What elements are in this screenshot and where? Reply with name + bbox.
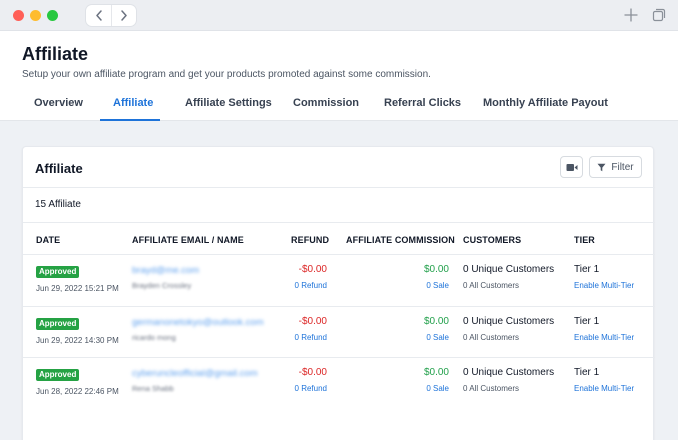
divider bbox=[23, 222, 655, 223]
forward-button[interactable] bbox=[111, 5, 136, 26]
tab-overview[interactable]: Overview bbox=[34, 97, 83, 109]
table-row: Approved Jun 29, 2022 14:30 PM germanone… bbox=[23, 307, 655, 358]
table-row: Approved Jun 28, 2022 22:46 PM cyberuncl… bbox=[23, 358, 655, 409]
row-date: Jun 29, 2022 14:30 PM bbox=[36, 336, 119, 345]
new-tab-button[interactable] bbox=[623, 7, 639, 23]
affiliate-name: ricardo mong bbox=[132, 333, 176, 342]
page-header: Affiliate Setup your own affiliate progr… bbox=[0, 31, 678, 121]
sale-link[interactable]: 0 Sale bbox=[426, 333, 449, 342]
history-nav bbox=[86, 5, 136, 26]
row-date: Jun 28, 2022 22:46 PM bbox=[36, 387, 119, 396]
refund-link[interactable]: 0 Refund bbox=[294, 333, 327, 342]
commission-amount: $0.00 bbox=[423, 367, 449, 378]
column-header-email-name: AFFILIATE EMAIL / NAME bbox=[132, 235, 244, 245]
enable-multi-tier-link[interactable]: Enable Multi-Tier bbox=[574, 384, 635, 393]
tab-commission[interactable]: Commission bbox=[293, 97, 360, 109]
chevron-right-icon bbox=[121, 10, 127, 21]
tabs-icon bbox=[652, 8, 666, 22]
commission-amount: $0.00 bbox=[423, 264, 449, 275]
status-badge: Approved bbox=[36, 318, 80, 330]
column-header-commission: AFFILIATE COMMISSION bbox=[346, 235, 455, 245]
page-title: Affiliate bbox=[22, 44, 89, 64]
refund-amount: -$0.00 bbox=[298, 316, 327, 327]
row-date: Jun 29, 2022 15:21 PM bbox=[36, 284, 119, 293]
filter-button[interactable]: Filter bbox=[589, 156, 642, 178]
chevron-left-icon bbox=[95, 10, 102, 21]
unique-customers: 0 Unique Customers bbox=[463, 316, 555, 327]
status-badge: Approved bbox=[36, 369, 80, 381]
unique-customers: 0 Unique Customers bbox=[463, 264, 555, 275]
affiliate-count: 15 Affiliate bbox=[35, 199, 81, 210]
back-button[interactable] bbox=[86, 5, 111, 26]
affiliate-email[interactable]: germanonetokyo@outlook.com bbox=[132, 317, 264, 328]
affiliate-card: Affiliate Filter 15 Affiliate DATE AFFIL… bbox=[22, 146, 655, 440]
sale-link[interactable]: 0 Sale bbox=[426, 281, 449, 290]
tab-overview-button[interactable] bbox=[651, 7, 667, 23]
card-title: Affiliate bbox=[35, 161, 83, 176]
refund-amount: -$0.00 bbox=[298, 264, 327, 275]
all-customers: 0 All Customers bbox=[463, 384, 520, 393]
unique-customers: 0 Unique Customers bbox=[463, 367, 555, 378]
tier-label: Tier 1 bbox=[574, 367, 600, 378]
plus-icon bbox=[624, 8, 638, 22]
affiliate-email[interactable]: brayd@me.com bbox=[132, 265, 200, 276]
tab-monthly-affiliate-payout[interactable]: Monthly Affiliate Payout bbox=[483, 97, 608, 109]
minimize-window-button[interactable] bbox=[30, 10, 41, 21]
affiliate-name: Rena Shabb bbox=[132, 384, 174, 393]
maximize-window-button[interactable] bbox=[47, 10, 58, 21]
refund-link[interactable]: 0 Refund bbox=[294, 281, 327, 290]
sale-link[interactable]: 0 Sale bbox=[426, 384, 449, 393]
table-row: Approved Jun 29, 2022 15:21 PM brayd@me.… bbox=[23, 255, 655, 306]
enable-multi-tier-link[interactable]: Enable Multi-Tier bbox=[574, 281, 635, 290]
all-customers: 0 All Customers bbox=[463, 281, 520, 290]
filter-label: Filter bbox=[611, 161, 634, 173]
tab-affiliate-settings[interactable]: Affiliate Settings bbox=[185, 97, 272, 109]
column-header-refund: REFUND bbox=[291, 235, 330, 245]
affiliate-name: Brayden Crossley bbox=[132, 281, 192, 290]
close-window-button[interactable] bbox=[13, 10, 24, 21]
commission-amount: $0.00 bbox=[423, 316, 449, 327]
affiliate-email[interactable]: cyberuncleofficial@gmail.com bbox=[132, 368, 258, 379]
funnel-icon bbox=[597, 163, 606, 171]
window-titlebar bbox=[0, 0, 678, 31]
column-header-tier: TIER bbox=[574, 235, 595, 245]
tier-label: Tier 1 bbox=[574, 316, 600, 327]
video-camera-icon bbox=[566, 163, 577, 171]
refund-amount: -$0.00 bbox=[298, 367, 327, 378]
refund-link[interactable]: 0 Refund bbox=[294, 384, 327, 393]
divider bbox=[23, 357, 655, 358]
divider bbox=[23, 254, 655, 255]
page-subtitle: Setup your own affiliate program and get… bbox=[22, 69, 431, 80]
all-customers: 0 All Customers bbox=[463, 333, 520, 342]
divider bbox=[23, 187, 655, 188]
tier-label: Tier 1 bbox=[574, 264, 600, 275]
active-tab-indicator bbox=[100, 119, 160, 121]
enable-multi-tier-link[interactable]: Enable Multi-Tier bbox=[574, 333, 635, 342]
video-tutorial-button[interactable] bbox=[560, 156, 583, 178]
column-header-date: DATE bbox=[36, 235, 61, 245]
tab-referral-clicks[interactable]: Referral Clicks bbox=[384, 97, 462, 109]
status-badge: Approved bbox=[36, 266, 80, 278]
column-header-customers: CUSTOMERS bbox=[463, 235, 522, 245]
divider bbox=[23, 306, 655, 307]
tab-affiliate[interactable]: Affiliate bbox=[113, 97, 154, 109]
